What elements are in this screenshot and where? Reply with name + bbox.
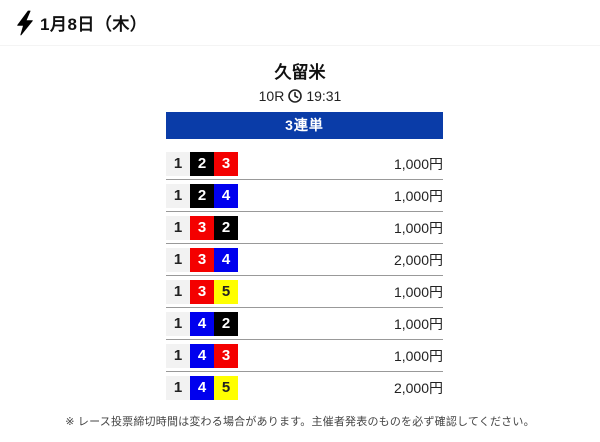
racer-number-box: 1 — [166, 183, 190, 208]
bet-amount: 2,000円 — [393, 379, 443, 396]
venue-title: 久留米 — [274, 63, 326, 82]
clock-icon — [288, 89, 303, 103]
racer-number-box: 3 — [214, 151, 238, 176]
race-start-time: 19:31 — [306, 88, 342, 104]
racer-number-box: 2 — [190, 183, 214, 208]
date-label: 1月8日（木） — [40, 15, 148, 34]
racer-number-box: 5 — [214, 279, 238, 304]
racer-number-box: 1 — [166, 279, 190, 304]
racer-number-box: 2 — [214, 215, 238, 240]
bet-row: 1 4 3 1,000円 — [166, 340, 443, 372]
racer-number-box: 4 — [214, 183, 238, 208]
bet-list: 1 2 3 1,000円 1 2 4 1,000円 1 3 2 1,000円 1 3 4 2,000円 1 3 5 1… — [166, 148, 443, 403]
lightning-bolt-icon — [17, 10, 33, 35]
racer-number-box: 4 — [190, 375, 214, 400]
bet-amount: 1,000円 — [393, 219, 443, 236]
bet-table: 3連単 1 2 3 1,000円 1 2 4 1,000円 1 3 2 1,000円 1 3 4 2,000円… — [166, 112, 443, 403]
bet-amount: 2,000円 — [393, 251, 443, 268]
bet-row: 1 3 4 2,000円 — [166, 244, 443, 276]
racer-number-box: 3 — [190, 279, 214, 304]
bet-row: 1 3 5 1,000円 — [166, 276, 443, 308]
bet-row: 1 4 2 1,000円 — [166, 308, 443, 340]
racer-number-box: 2 — [214, 311, 238, 336]
race-info: 10R 19:31 — [0, 87, 600, 105]
bet-amount: 1,000円 — [393, 155, 443, 172]
date-header: 1月8日（木） — [0, 0, 600, 46]
bet-amount: 1,000円 — [393, 315, 443, 332]
race-number: 10R — [258, 88, 285, 104]
racer-number-box: 4 — [190, 311, 214, 336]
racer-number-box: 2 — [190, 151, 214, 176]
bet-amount: 1,000円 — [393, 283, 443, 300]
bet-type-banner: 3連単 — [166, 112, 443, 139]
racer-number-box: 5 — [214, 375, 238, 400]
bet-amount: 1,000円 — [393, 187, 443, 204]
racer-number-box: 4 — [214, 247, 238, 272]
bet-row: 1 2 3 1,000円 — [166, 148, 443, 180]
bet-row: 1 3 2 1,000円 — [166, 212, 443, 244]
bet-row: 1 2 4 1,000円 — [166, 180, 443, 212]
racer-number-box: 1 — [166, 215, 190, 240]
racer-number-box: 1 — [166, 247, 190, 272]
racer-number-box: 3 — [190, 215, 214, 240]
racer-number-box: 3 — [190, 247, 214, 272]
racer-number-box: 1 — [166, 311, 190, 336]
racer-number-box: 3 — [214, 343, 238, 368]
bet-row: 1 4 5 2,000円 — [166, 372, 443, 403]
bet-amount: 1,000円 — [393, 347, 443, 364]
footer-note: ※ レース投票締切時間は変わる場合があります。主催者発表のものを必ず確認してくだ… — [65, 416, 535, 428]
racer-number-box: 1 — [166, 375, 190, 400]
racer-number-box: 1 — [166, 343, 190, 368]
racer-number-box: 4 — [190, 343, 214, 368]
racer-number-box: 1 — [166, 151, 190, 176]
